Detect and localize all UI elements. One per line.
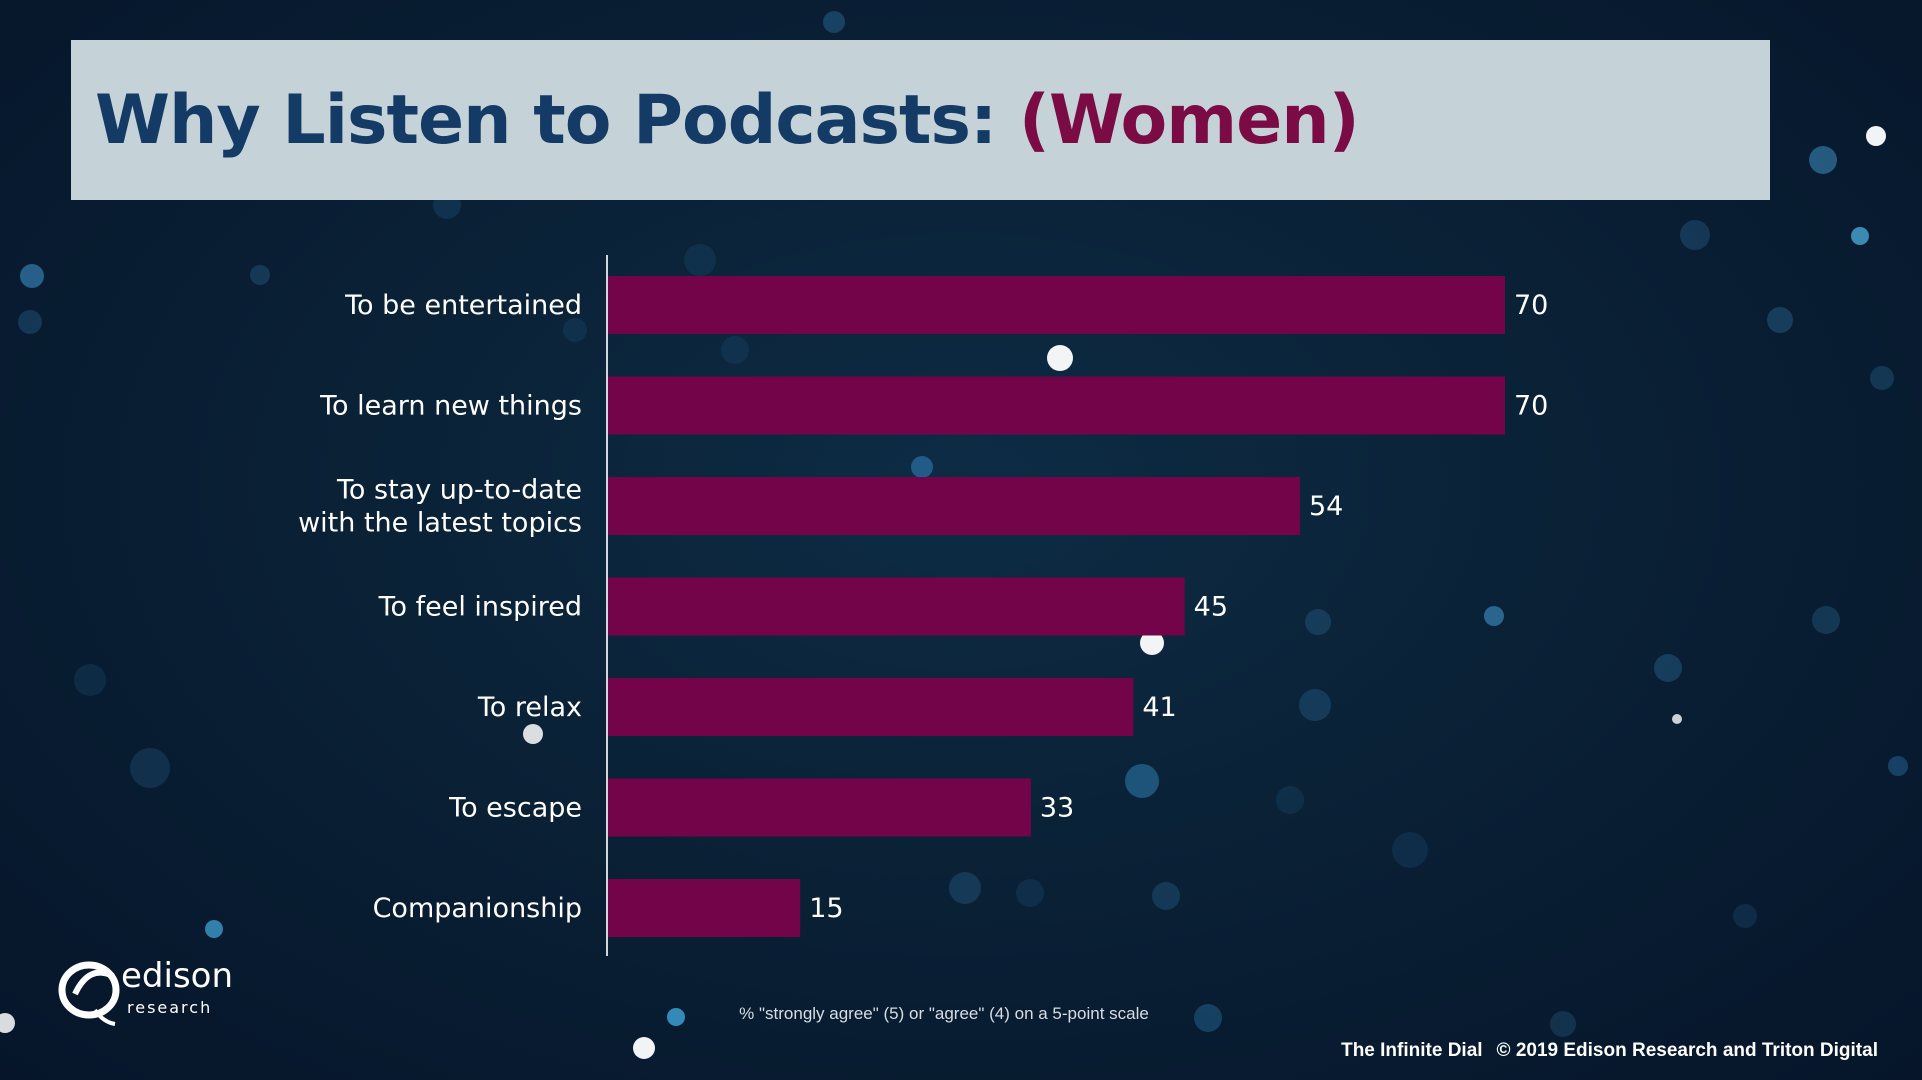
bokeh-dot	[1866, 126, 1886, 146]
bar-chart: 70 To be entertained 70 To learn new things…	[298, 255, 1548, 956]
credit-source: The Infinite Dial	[1341, 1040, 1483, 1061]
bokeh-dot	[250, 265, 270, 285]
bokeh-dot	[823, 11, 845, 33]
bar	[608, 778, 1031, 837]
bokeh-dot	[684, 244, 716, 276]
bokeh-dot	[1672, 714, 1682, 724]
bar	[608, 678, 1134, 736]
chart-title: Why Listen to Podcasts: (Women)	[95, 80, 1360, 160]
data-label: 15	[809, 893, 843, 924]
category-label: To stay up-to-date with the latest topics	[298, 475, 582, 539]
bokeh-dot	[1484, 606, 1504, 626]
data-label: 70	[1514, 391, 1548, 422]
bokeh-dot	[911, 456, 933, 478]
bokeh-dot	[1299, 689, 1331, 721]
bokeh-dot	[1392, 832, 1428, 868]
bokeh-dot	[20, 264, 44, 288]
bar	[608, 577, 1185, 636]
bokeh-dot	[1125, 764, 1159, 798]
bokeh-dot	[1305, 609, 1331, 635]
data-label: 54	[1309, 491, 1343, 522]
data-label: 45	[1194, 592, 1228, 623]
bar	[608, 879, 801, 937]
bokeh-dot	[1654, 654, 1682, 682]
bokeh-dot	[74, 664, 106, 696]
bar	[608, 376, 1505, 435]
bokeh-dot	[1016, 879, 1044, 907]
data-label: 33	[1040, 793, 1074, 824]
bokeh-dot	[1870, 366, 1894, 390]
bokeh-dot	[1047, 345, 1073, 371]
bokeh-dot	[1680, 220, 1710, 250]
bokeh-dot	[563, 318, 587, 342]
bokeh-dot	[1140, 631, 1164, 655]
bokeh-dot	[1888, 756, 1908, 776]
bokeh-dot	[523, 724, 543, 744]
category-label: To be entertained	[344, 290, 582, 321]
bokeh-dot	[18, 310, 42, 334]
data-label: 70	[1514, 290, 1548, 321]
category-label: To escape	[448, 793, 582, 824]
bokeh-dot	[1851, 227, 1869, 245]
footnote: % "strongly agree" (5) or "agree" (4) on…	[739, 1004, 1149, 1023]
bokeh-dot	[633, 1037, 655, 1059]
bokeh-dot	[1809, 146, 1837, 174]
bokeh-dot	[1767, 307, 1793, 333]
category-label: To learn new things	[319, 391, 582, 422]
bokeh-dot	[1550, 1011, 1576, 1037]
bokeh-dot	[130, 748, 170, 788]
category-label: Companionship	[373, 893, 582, 924]
bokeh-dot	[0, 1013, 15, 1033]
bar	[608, 477, 1300, 535]
bokeh-dot	[1194, 1004, 1222, 1032]
bokeh-dot	[949, 872, 981, 904]
bokeh-dot	[1276, 786, 1304, 814]
edison-logo: edison research	[55, 954, 235, 1034]
bokeh-dot	[721, 336, 749, 364]
title-main: Why Listen to Podcasts:	[95, 80, 1019, 160]
category-label: To relax	[477, 692, 582, 723]
bar	[608, 276, 1505, 334]
bokeh-dot	[1733, 904, 1757, 928]
bokeh-dot	[205, 920, 223, 938]
bokeh-dot	[1812, 606, 1840, 634]
bokeh-dot	[667, 1008, 685, 1026]
logo-mark-icon	[58, 961, 120, 1026]
category-label: To feel inspired	[378, 592, 582, 623]
title-banner: Why Listen to Podcasts: (Women)	[71, 40, 1770, 200]
logo-wordmark: edison	[121, 956, 234, 996]
data-label: 41	[1142, 692, 1176, 723]
bokeh-dot	[1152, 882, 1180, 910]
credit-line: The Infinite Dial © 2019 Edison Research …	[1327, 1040, 1878, 1062]
title-accent: (Women)	[1018, 80, 1360, 160]
logo-subtitle: research	[127, 998, 213, 1017]
credit-copyright: © 2019 Edison Research and Triton Digita…	[1496, 1040, 1878, 1061]
